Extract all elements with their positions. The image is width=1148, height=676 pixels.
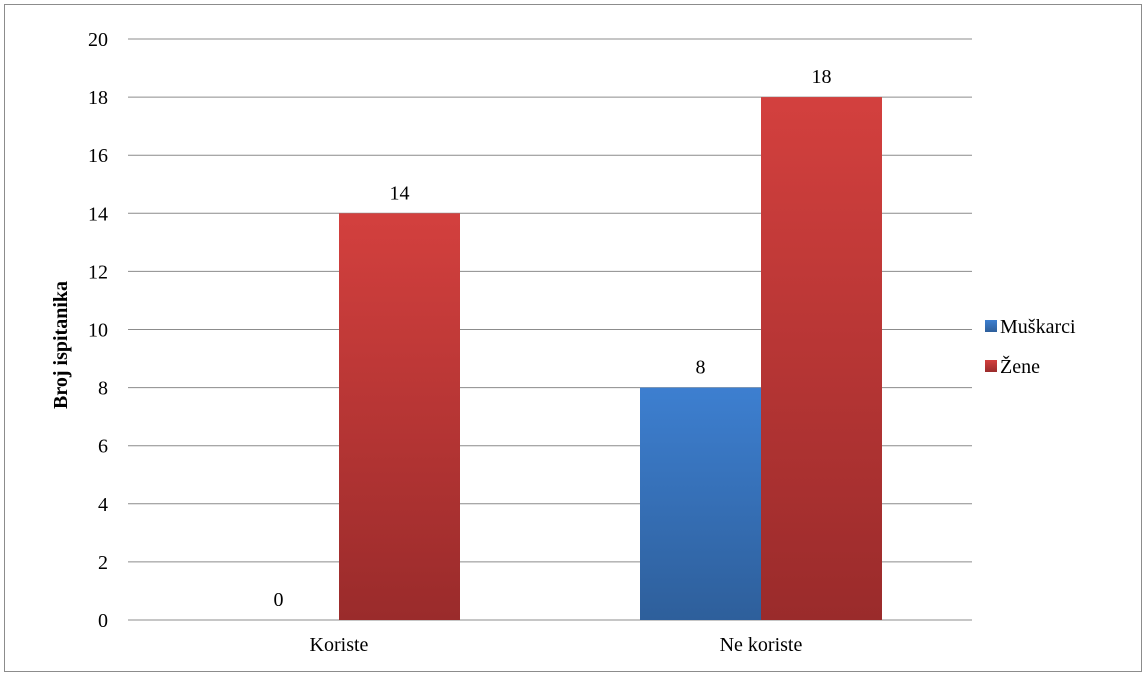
y-tick-label: 12 [88,261,108,283]
y-axis-title: Broj ispitanika [50,281,72,409]
y-tick-label: 16 [88,145,108,167]
bar-muskarci-1 [640,387,761,620]
y-tick-label: 8 [98,378,108,400]
data-label: 0 [274,589,284,611]
data-label: 14 [390,182,410,204]
y-tick-label: 14 [88,203,108,225]
y-tick-label: 10 [88,320,108,342]
x-tick-label: Koriste [310,634,369,656]
data-label: 8 [696,357,706,379]
y-tick-label: 0 [98,610,108,632]
legend-label: Žene [1000,355,1040,378]
data-labels: 0 14 8 18 [274,66,832,611]
y-axis-ticks: 0 2 4 6 8 10 12 14 16 18 20 [88,29,108,632]
chart-frame [4,4,1142,672]
y-tick-label: 18 [88,87,108,109]
legend-label: Muškarci [1000,316,1076,338]
bar-zene-0 [339,213,460,621]
data-label: 18 [812,66,832,88]
y-tick-label: 6 [98,436,108,458]
x-axis-ticks: Koriste Ne koriste [310,634,803,656]
legend-swatch [985,360,997,372]
bar-zene-1 [761,97,882,621]
bars [339,97,882,621]
y-tick-label: 20 [88,29,108,51]
y-tick-label: 4 [98,494,108,516]
y-tick-label: 2 [98,552,108,574]
legend-swatch [985,320,997,332]
x-tick-label: Ne koriste [720,634,803,656]
legend: Muškarci Žene [985,316,1076,378]
